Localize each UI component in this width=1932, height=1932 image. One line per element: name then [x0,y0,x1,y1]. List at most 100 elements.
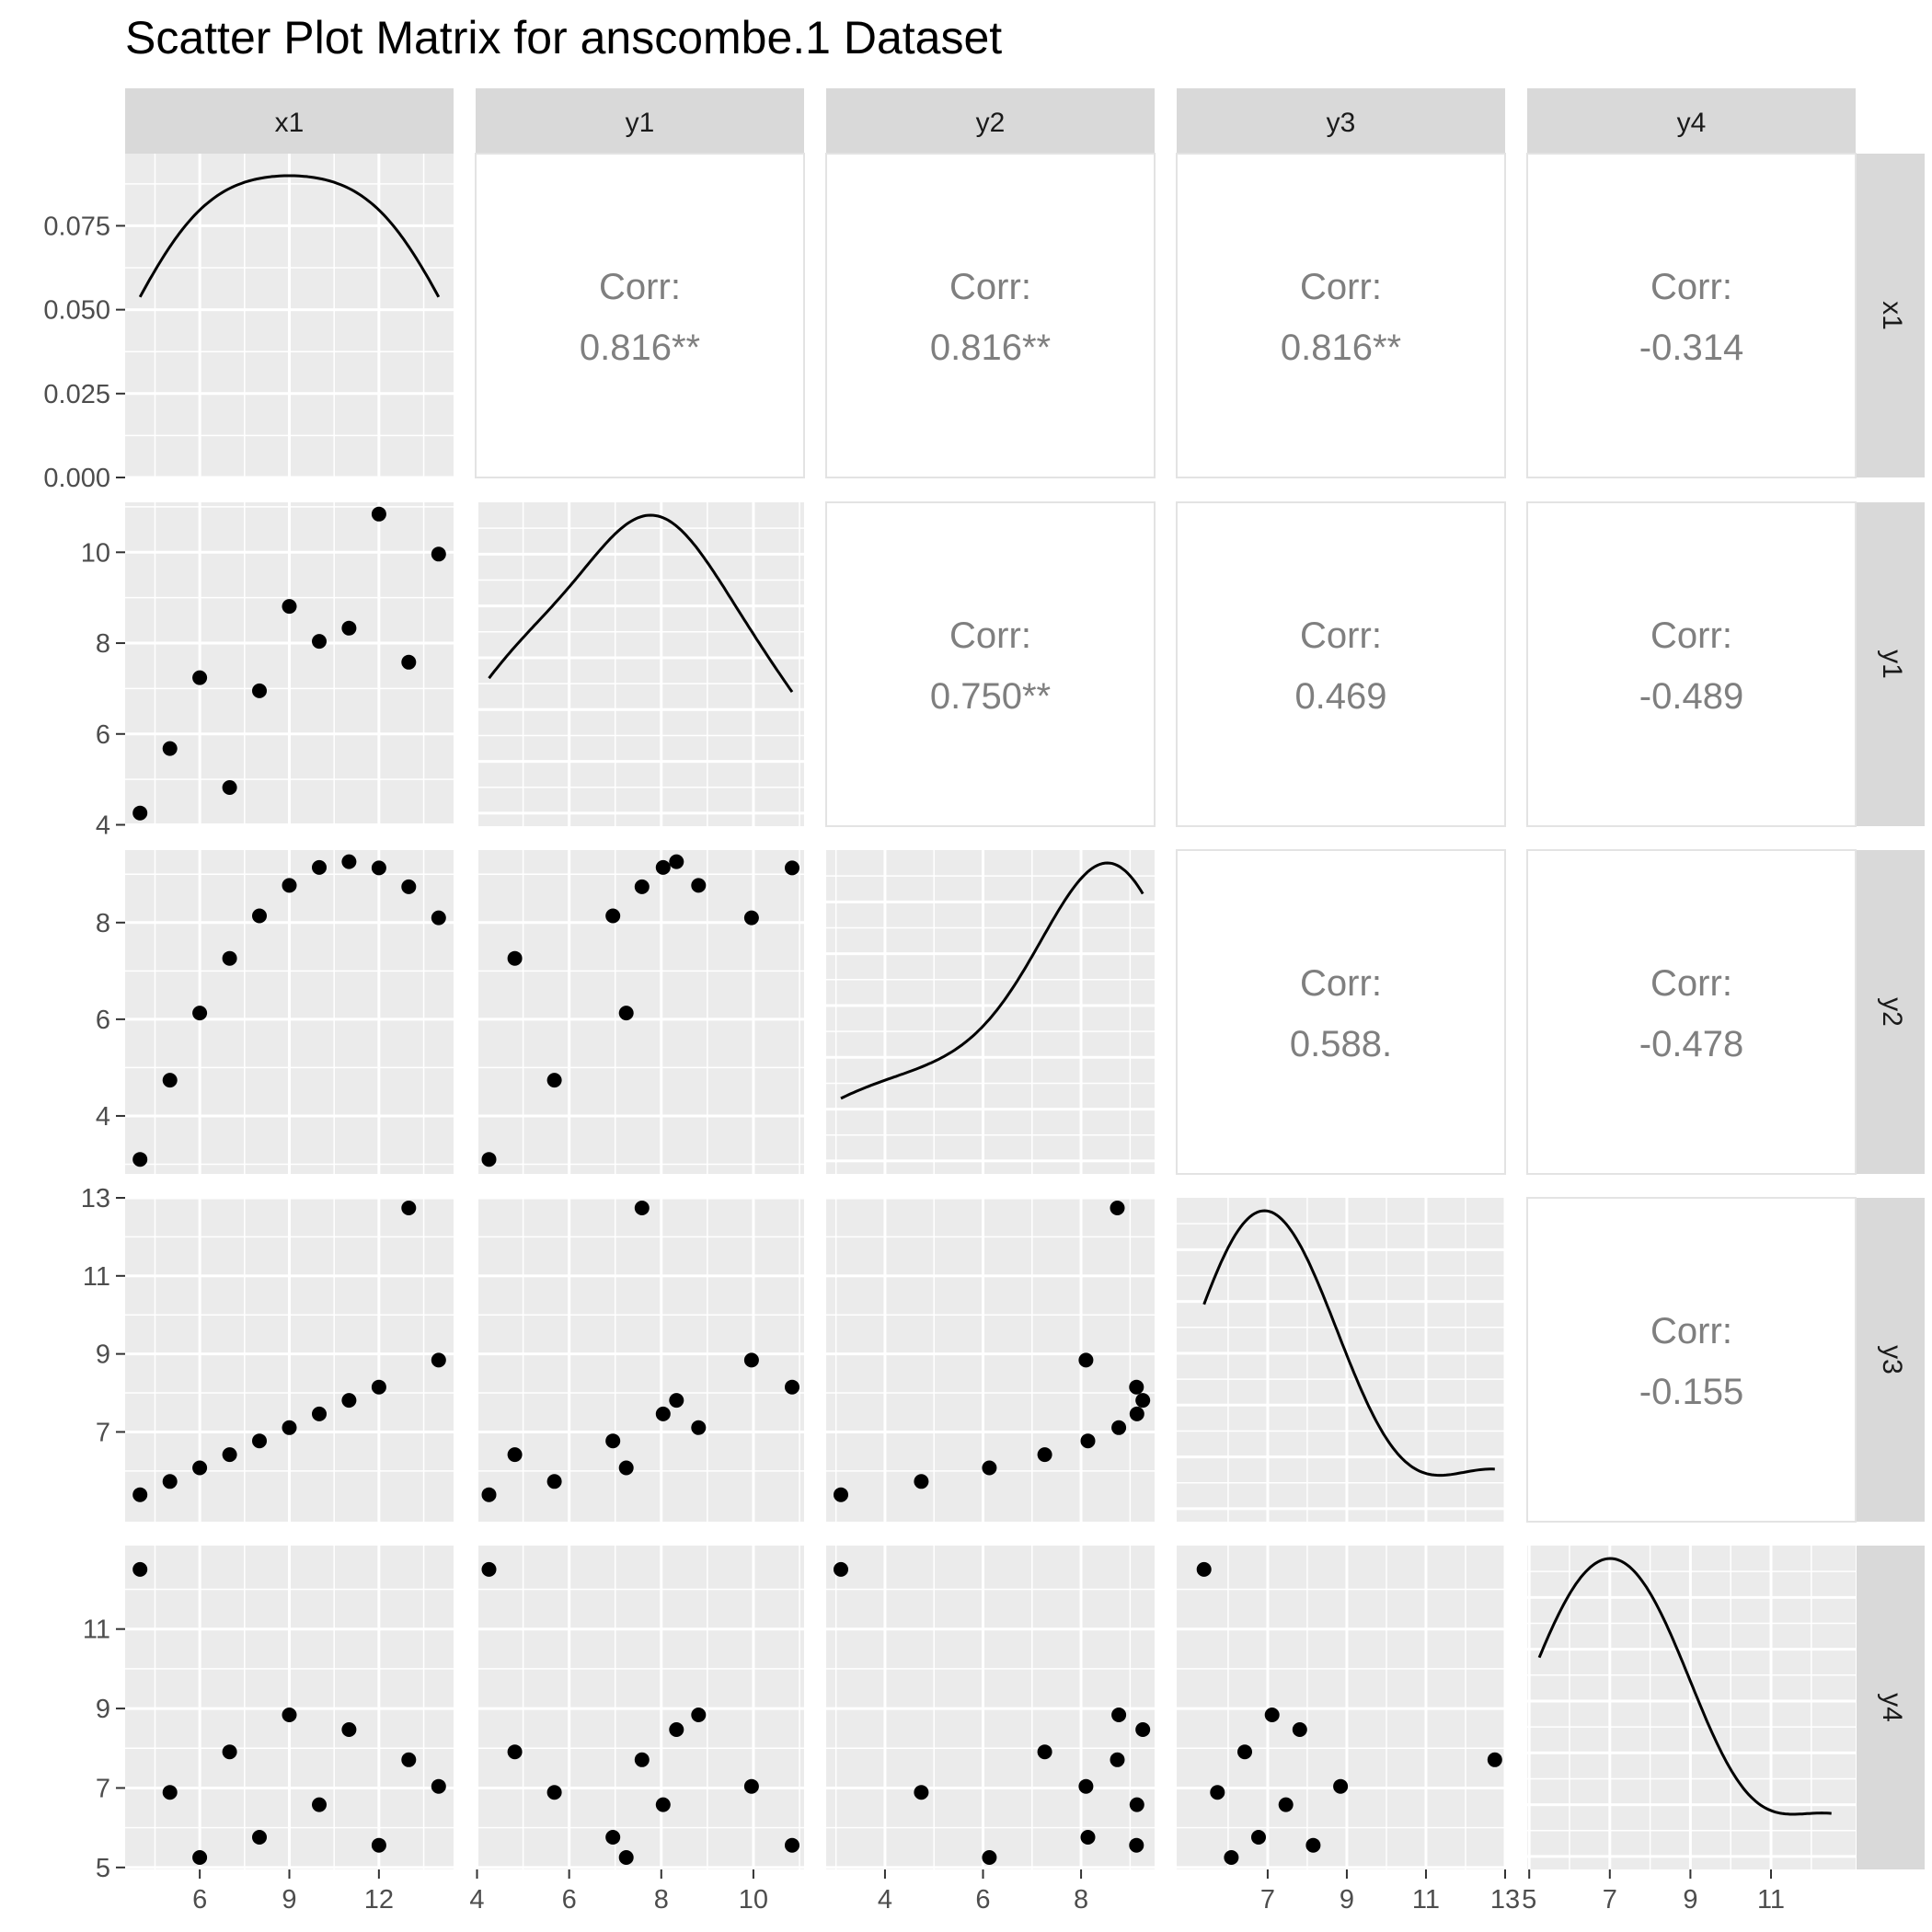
column-strip-label-x1: x1 [275,108,305,138]
density-panel-y4 [1527,1546,1856,1869]
density-curve-y1 [488,513,794,693]
page-title: Scatter Plot Matrix for anscombe.1 Datas… [125,12,1003,63]
point [132,1561,148,1577]
row-strip-label-y1: y1 [1877,650,1907,679]
point [982,1460,997,1476]
y-tick-label: 0.000 [43,464,110,493]
corr-panel-y1-y3: Corr: 0.469 [1176,501,1506,827]
y-tick-label: 6 [96,1006,110,1035]
point [1037,1744,1052,1760]
point [634,879,650,894]
point [691,1708,707,1722]
y-tick-label: 4 [96,1102,110,1132]
point [312,1797,327,1812]
y-axis-left: 0.000 0.025 0.050 0.075 4 6 8 10 4 6 8 7 9 11 13 5 7 9 11 [43,212,125,1883]
point [252,908,267,924]
point [282,1708,297,1722]
column-strip-y2: y2 [826,88,1155,154]
y-tick-label: 7 [96,1418,110,1447]
point [618,1006,634,1021]
point [481,1561,497,1577]
point [222,780,237,795]
density-curve-x1 [138,174,441,298]
y-tick-label: 8 [96,909,110,938]
point [982,1850,997,1865]
density-panel-y3 [1177,1198,1507,1522]
point [1078,1352,1094,1368]
column-strip-label-y1: y1 [626,108,655,138]
column-strip-y4: y4 [1527,88,1856,154]
point [1078,1778,1094,1794]
point [1110,1752,1125,1767]
point [605,1433,621,1449]
point [162,1785,178,1800]
y-tick-label: 8 [96,629,110,659]
corr-panel-y2-y4: Corr: -0.478 [1526,849,1857,1175]
y-tick-label: 9 [96,1340,110,1370]
point [618,1850,634,1865]
point [371,1379,386,1395]
scatter-panel-y2-y1 [476,850,804,1174]
point [634,1752,650,1767]
density-curve-y3 [1202,1209,1495,1478]
point [192,1850,208,1865]
point [341,1393,357,1409]
point [655,859,671,875]
scatter-panel-y3-y2 [826,1196,1155,1522]
scatter-panel-y1-x1 [125,502,454,827]
point [1251,1830,1266,1845]
point [1111,1708,1127,1722]
point [1292,1722,1307,1737]
corr-label: Corr: [949,615,1031,656]
point [341,1722,357,1737]
point [691,1420,707,1435]
point [192,1006,208,1021]
point [546,1073,562,1088]
point [1278,1797,1294,1812]
row-strip-y3: y3 [1857,1198,1925,1522]
row-strip-label-x1: x1 [1877,301,1907,330]
point [691,878,707,893]
y-tick-label: 5 [96,1854,110,1883]
point [834,1487,848,1502]
corr-panel-x1-y4: Corr: -0.314 [1526,153,1857,478]
y-tick-label: 11 [83,1616,110,1645]
point [431,546,446,562]
point [507,950,523,966]
column-strip-label-y2: y2 [976,108,1006,138]
point [785,860,799,876]
point [312,859,327,875]
point [669,1393,684,1409]
corr-value: 0.469 [1294,676,1386,717]
y-tick-label: 9 [96,1695,110,1724]
x-tick-label: 5 [1522,1885,1536,1915]
point [192,670,208,685]
point [252,1830,267,1845]
point [132,1152,148,1167]
corr-value: 0.816** [930,328,1051,368]
point [401,1752,417,1767]
x-tick-label: 4 [469,1885,484,1915]
point [1237,1744,1252,1760]
corr-panel-y1-y2: Corr: 0.750** [825,501,1156,827]
point [481,1487,497,1502]
corr-label: Corr: [1650,963,1732,1004]
point [252,683,267,698]
point [222,1744,237,1760]
corr-value: -0.155 [1639,1372,1743,1412]
point [655,1797,671,1812]
x-tick-label: 9 [1340,1885,1354,1915]
point [1135,1393,1151,1409]
corr-panel-x1-y1: Corr: 0.816** [475,153,805,478]
point [1487,1752,1502,1767]
row-strip-label-y3: y3 [1877,1345,1907,1374]
row-strip-y4: y4 [1857,1546,1925,1869]
scatter-panel-y3-x1 [125,1196,454,1522]
corr-value: -0.478 [1639,1024,1743,1064]
point [605,1830,621,1845]
row-strip-label-y4: y4 [1877,1693,1907,1722]
corr-value: -0.489 [1639,676,1743,717]
density-panel-y1 [476,502,804,826]
point [282,599,297,615]
point [162,1073,178,1088]
